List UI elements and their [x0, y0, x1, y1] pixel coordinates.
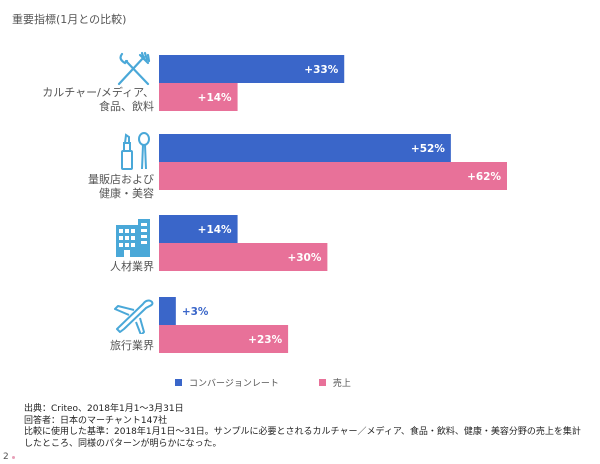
source-line: 出典：Criteo、2018年1月1～3月31日: [24, 404, 184, 414]
source-line: したところ、同様のパターンが明らかになった。: [24, 438, 222, 449]
legend-item-conversion: コンバージョンレート: [175, 376, 279, 389]
bar-conversion-3: [159, 297, 176, 325]
data-label-sales-3: +23%: [248, 334, 282, 346]
bar-conversion-1: [159, 134, 451, 162]
data-label-conversion-3: +3%: [182, 306, 209, 318]
data-label-conversion-1: +52%: [411, 143, 445, 155]
legend-label-conversion: コンバージョンレート: [189, 379, 279, 389]
legend-item-sales: 売上: [318, 376, 351, 389]
bar-conversion-2: [159, 215, 238, 243]
data-label-sales-1: +62%: [467, 171, 501, 183]
bar-sales-1: [159, 162, 507, 190]
data-label-sales-0: +14%: [198, 92, 232, 104]
source-line: 比較に使用した基準：2018年1月1日～31日。サンプルに必要とされるカルチャー…: [24, 427, 581, 437]
chart-legend: コンバージョンレート 売上: [175, 376, 391, 389]
data-label-conversion-2: +14%: [198, 224, 232, 236]
page-title: 重要指標(1月との比較): [12, 13, 127, 26]
bar-sales-0: [159, 83, 238, 111]
source-line: 回答者：日本のマーチャント147社: [24, 415, 168, 426]
airplane-icon: [114, 299, 154, 334]
category-label-culture: カルチャー/メディア、 食品、飲料: [42, 86, 154, 113]
cosmetics-icon: [121, 132, 150, 170]
category-label-staffing: 人材業界: [110, 260, 154, 273]
data-label-conversion-0: +33%: [304, 64, 338, 76]
category-label-retail: 量販店および 健康・美容: [88, 173, 154, 200]
source-notes: 出典：Criteo、2018年1月1～3月31日 回答者：日本のマーチャント14…: [24, 404, 594, 450]
legend-label-sales: 売上: [332, 379, 351, 389]
building-icon: [116, 219, 150, 257]
page-dot: [12, 456, 15, 459]
page-number: 2: [3, 452, 9, 462]
bar-conversion-0: [159, 55, 345, 83]
bar-sales-2: [159, 243, 328, 271]
fork-knife-icon: [117, 51, 151, 86]
bar-chart: +33% +14% +52% +62% +14% +30% +3% +23%: [159, 55, 507, 353]
category-label-travel: 旅行業界: [110, 339, 154, 352]
bar-sales-3: [159, 325, 289, 353]
legend-swatch-sales: [318, 379, 326, 386]
data-label-sales-2: +30%: [287, 252, 321, 264]
legend-swatch-conversion: [175, 379, 182, 386]
